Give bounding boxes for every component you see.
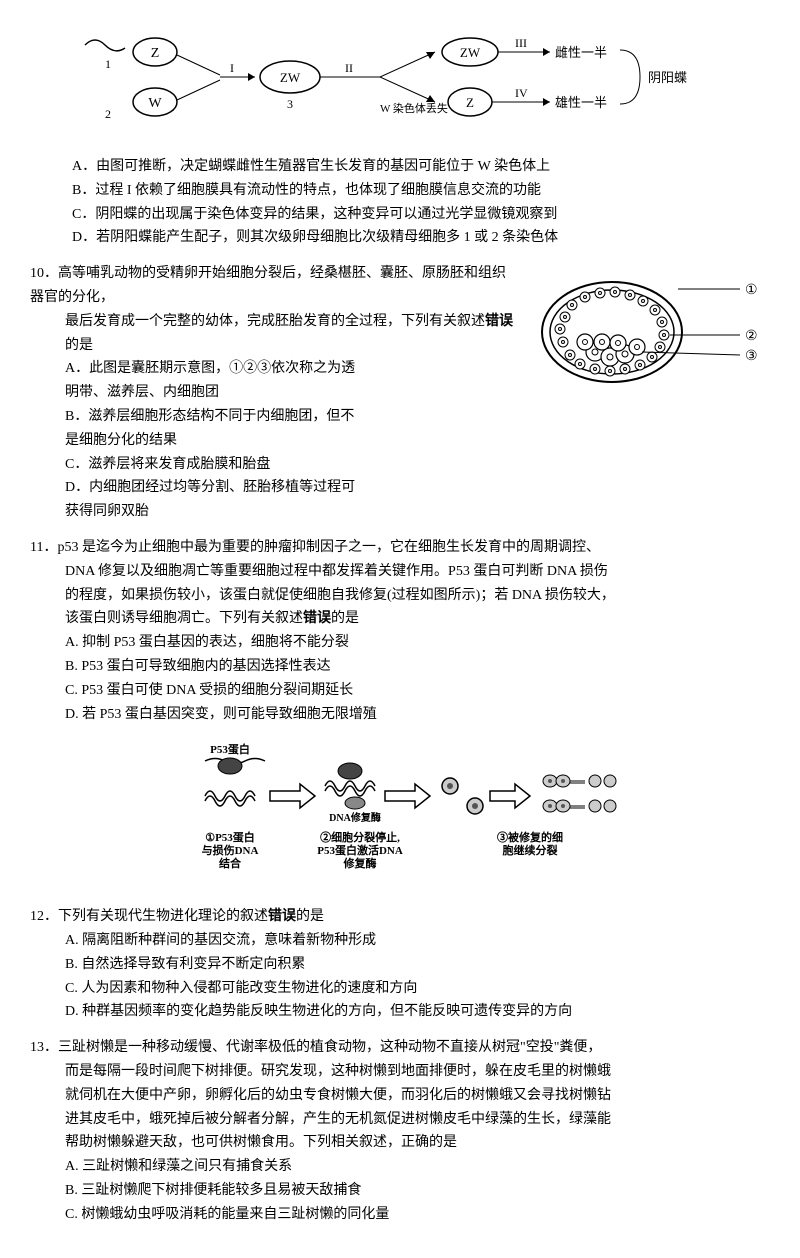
q13-stem4: 进其皮毛中，蛾死掉后被分解者分解，产生的无机氮促进树懒皮毛中绿藻的生长，绿藻能: [65, 1112, 611, 1127]
svg-text:ZW: ZW: [280, 70, 301, 85]
svg-text:DNA修复酶: DNA修复酶: [329, 811, 381, 824]
blastocyst-diagram: ① ② ③: [530, 267, 760, 406]
svg-text:结合: 结合: [218, 856, 242, 870]
svg-text:Z: Z: [151, 46, 160, 61]
svg-text:3: 3: [287, 97, 293, 111]
q10-optb1: B．滋养层细胞形态结构不同于内细胞团，但不: [65, 409, 354, 424]
q12-optd: D. 种群基因频率的变化趋势能反映生物进化的方向，但不能反映可遗传变异的方向: [65, 1004, 572, 1019]
q13-optb: B. 三趾树懒爬下树排便耗能较多且易被天敌捕食: [65, 1183, 361, 1198]
q13-num: 13．: [30, 1040, 58, 1055]
q11-opta: A. 抑制 P53 蛋白基因的表达，细胞将不能分裂: [65, 635, 349, 650]
svg-text:修复酶: 修复酶: [343, 856, 377, 870]
svg-text:I: I: [230, 61, 234, 75]
q12-optc: C. 人为因素和物种入侵都可能改变生物进化的速度和方向: [65, 981, 417, 996]
q9-opt-d: D．若阴阳蝶能产生配子，则其次级卵母细胞比次级精母细胞多 1 或 2 条染色体: [72, 226, 770, 250]
svg-text:①P53蛋白: ①P53蛋白: [205, 830, 255, 844]
svg-text:W 染色体丢失: W 染色体丢失: [380, 101, 448, 115]
svg-text:胞继续分裂: 胞继续分裂: [503, 843, 558, 857]
q10-opta2: 明带、滋养层、内细胞团: [65, 385, 219, 400]
q11-stem5: 的是: [331, 611, 359, 626]
svg-text:P53蛋白激活DNA: P53蛋白激活DNA: [317, 843, 403, 857]
svg-text:II: II: [345, 61, 353, 75]
q12: 12．下列有关现代生物进化理论的叙述错误的是 A. 隔离阻断种群间的基因交流，意…: [30, 905, 770, 1024]
q13-stem3: 就伺机在大便中产卵，卵孵化后的幼虫专食树懒大便，而羽化后的树懒蛾又会寻找树懒钻: [65, 1088, 611, 1103]
svg-text:①: ①: [745, 283, 758, 298]
q10-optb2: 是细胞分化的结果: [65, 433, 177, 448]
q13-stem5: 帮助树懒躲避天敌，也可供树懒食用。下列相关叙述，正确的是: [65, 1135, 457, 1150]
q10-stem1: 高等哺乳动物的受精卵开始细胞分裂后，经桑椹胚、囊胚、原肠胚和组织器官的分化，: [30, 266, 506, 305]
q12-optb: B. 自然选择导致有利变异不断定向积累: [65, 957, 305, 972]
p53-diagram: P53蛋白 DNA修复酶: [30, 741, 770, 890]
q11-stem1: p53 是迄今为止细胞中最为重要的肿瘤抑制因子之一，它在细胞生长发育中的周期调控…: [57, 540, 600, 555]
svg-text:III: III: [515, 36, 527, 50]
q12-bold: 错误: [268, 909, 296, 924]
q11-optc: C. P53 蛋白可使 DNA 受损的细胞分裂间期延长: [65, 683, 353, 698]
q10: ① ② ③ 10．高等哺乳动物的受精卵开始细胞分裂后，经桑椹胚、囊胚、原肠胚和组…: [30, 262, 770, 524]
q9-options: A．由图可推断，决定蝴蝶雌性生殖器官生长发育的基因可能位于 W 染色体上 B．过…: [30, 155, 770, 250]
q13-optc: C. 树懒蛾幼虫呼吸消耗的能量来自三趾树懒的同化量: [65, 1207, 389, 1222]
svg-text:2: 2: [105, 107, 111, 121]
q10-stem2: 最后发育成一个完整的幼体，完成胚胎发育的全过程，下列有关叙述: [65, 314, 485, 329]
q10-optd2: 获得同卵双胎: [65, 504, 149, 519]
q13-stem1: 三趾树懒是一种移动缓慢、代谢率极低的植食动物，这种动物不直接从树冠"空投"粪便，: [58, 1040, 601, 1055]
q11-num: 11．: [30, 540, 57, 555]
q11-stem2: DNA 修复以及细胞凋亡等重要细胞过程中都发挥着关键作用。P53 蛋白可判断 D…: [65, 564, 608, 579]
q9-opt-b: B．过程 I 依赖了细胞膜具有流动性的特点，也体现了细胞膜信息交流的功能: [72, 179, 770, 203]
svg-text:③: ③: [745, 349, 758, 364]
q11: 11．p53 是迄今为止细胞中最为重要的肿瘤抑制因子之一，它在细胞生长发育中的周…: [30, 536, 770, 726]
svg-text:③被修复的细: ③被修复的细: [497, 830, 563, 844]
svg-text:雌性一半: 雌性一半: [555, 45, 607, 60]
q12-stem: 下列有关现代生物进化理论的叙述: [58, 909, 268, 924]
q11-stem3: 的程度，如果损伤较小，该蛋白就促使细胞自我修复(过程如图所示)；若 DNA 损伤…: [65, 588, 615, 603]
q9-opt-c: C．阴阳蝶的出现属于染色体变异的结果，这种变异可以通过光学显微镜观察到: [72, 203, 770, 227]
svg-text:与损伤DNA: 与损伤DNA: [202, 843, 259, 857]
q13-opta: A. 三趾树懒和绿藻之间只有捕食关系: [65, 1159, 292, 1174]
q11-bold: 错误: [303, 611, 331, 626]
q12-opta: A. 隔离阻断种群间的基因交流，意味着新物种形成: [65, 933, 376, 948]
q12-stem2: 的是: [296, 909, 324, 924]
butterfly-diagram: Z 1 W 2 I ZW 3 II W 染色体丢失 ZW Z III 雌性一半 …: [70, 30, 730, 140]
svg-text:②细胞分裂停止,: ②细胞分裂停止,: [320, 830, 400, 844]
q10-bold: 错误: [485, 314, 513, 329]
svg-text:Z: Z: [466, 95, 474, 110]
svg-text:1: 1: [105, 57, 111, 71]
svg-text:②: ②: [745, 329, 758, 344]
q11-optb: B. P53 蛋白可导致细胞内的基因选择性表达: [65, 659, 331, 674]
svg-text:IV: IV: [515, 86, 528, 100]
q13-stem2: 而是每隔一段时间爬下树排便。研究发现，这种树懒到地面排便时，躲在皮毛里的树懒蛾: [65, 1064, 611, 1079]
q10-optc: C．滋养层将来发育成胎膜和胎盘: [65, 457, 270, 472]
svg-text:阴阳蝶: 阴阳蝶: [648, 70, 687, 85]
q10-opta1: A．此图是囊胚期示意图，①②③依次称之为透: [65, 361, 355, 376]
svg-text:W: W: [148, 96, 162, 111]
svg-text:雄性一半: 雄性一半: [555, 95, 607, 110]
q10-stem3: 的是: [65, 338, 93, 353]
q11-stem4: 该蛋白则诱导细胞凋亡。下列有关叙述: [65, 611, 303, 626]
q13: 13．三趾树懒是一种移动缓慢、代谢率极低的植食动物，这种动物不直接从树冠"空投"…: [30, 1036, 770, 1226]
q11-optd: D. 若 P53 蛋白基因突变，则可能导致细胞无限增殖: [65, 707, 377, 722]
q9-opt-a: A．由图可推断，决定蝴蝶雌性生殖器官生长发育的基因可能位于 W 染色体上: [72, 155, 770, 179]
svg-text:P53蛋白: P53蛋白: [210, 742, 250, 756]
svg-text:ZW: ZW: [460, 45, 481, 60]
q10-num: 10．: [30, 266, 58, 281]
q10-optd1: D．内细胞团经过均等分割、胚胎移植等过程可: [65, 480, 355, 495]
q12-num: 12．: [30, 909, 58, 924]
